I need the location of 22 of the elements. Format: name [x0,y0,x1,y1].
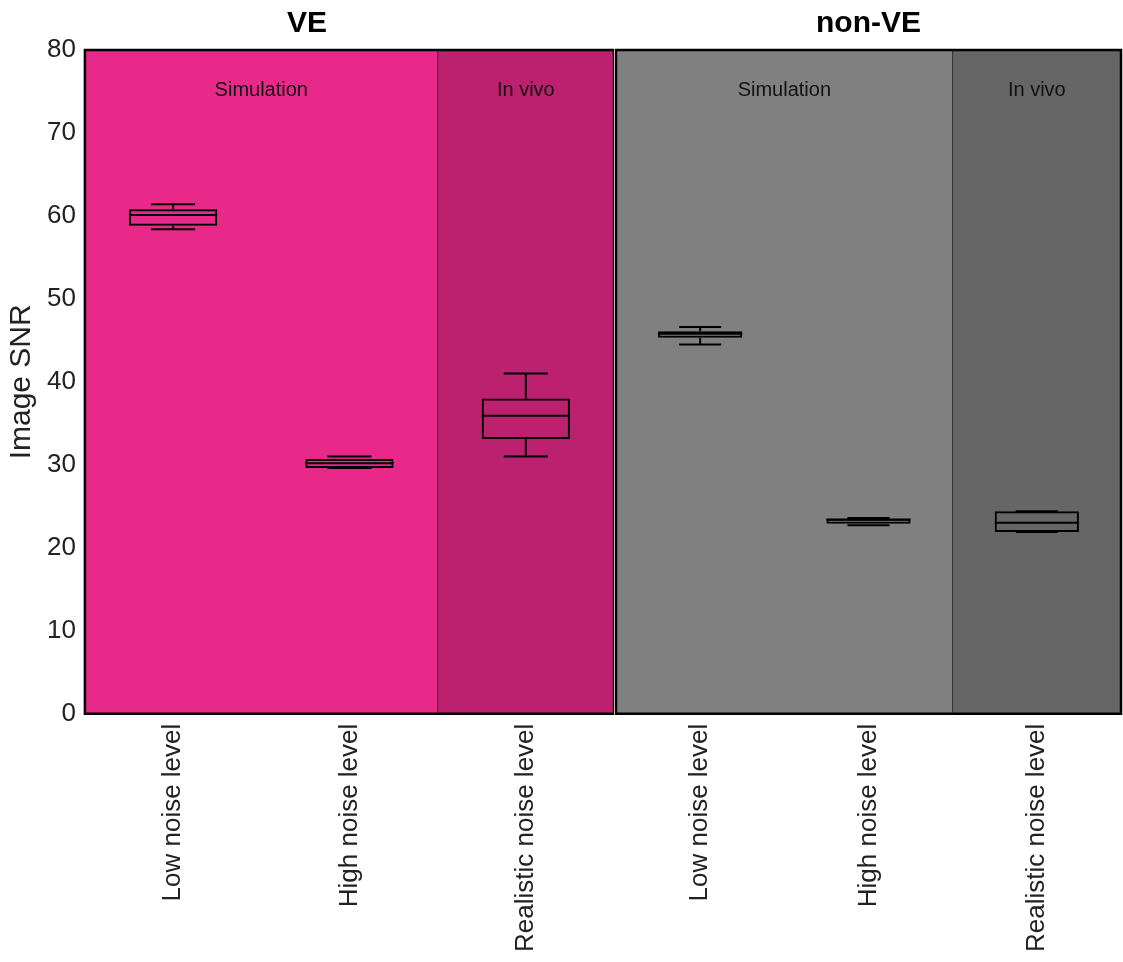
x-tick-label: High noise level [332,723,363,908]
band-label: In vivo [1007,77,1066,100]
y-tick-label: 80 [47,33,76,64]
y-tick-label: 40 [47,365,76,396]
chart-title: non-VE [816,5,921,39]
y-tick-label: 20 [47,530,76,561]
band-label: In vivo [496,77,555,100]
x-tick-label: High noise level [851,723,882,908]
y-tick-label: 0 [61,696,76,727]
y-tick-label: 10 [47,613,76,644]
y-axis-title: Image SNR [3,304,37,460]
band-label: Simulation [214,77,308,100]
chart-title: VE [286,5,328,39]
y-tick-label: 50 [47,282,76,313]
x-tick-label: Realistic noise level [508,723,539,952]
x-tick-label: Realistic noise level [1020,723,1051,952]
y-tick-label: 30 [47,447,76,478]
x-tick-label: Low noise level [683,723,714,902]
y-tick-label: 70 [47,116,76,147]
band-label: Simulation [737,77,832,100]
y-tick-label: 60 [47,199,76,230]
x-tick-label: Low noise level [156,723,187,902]
